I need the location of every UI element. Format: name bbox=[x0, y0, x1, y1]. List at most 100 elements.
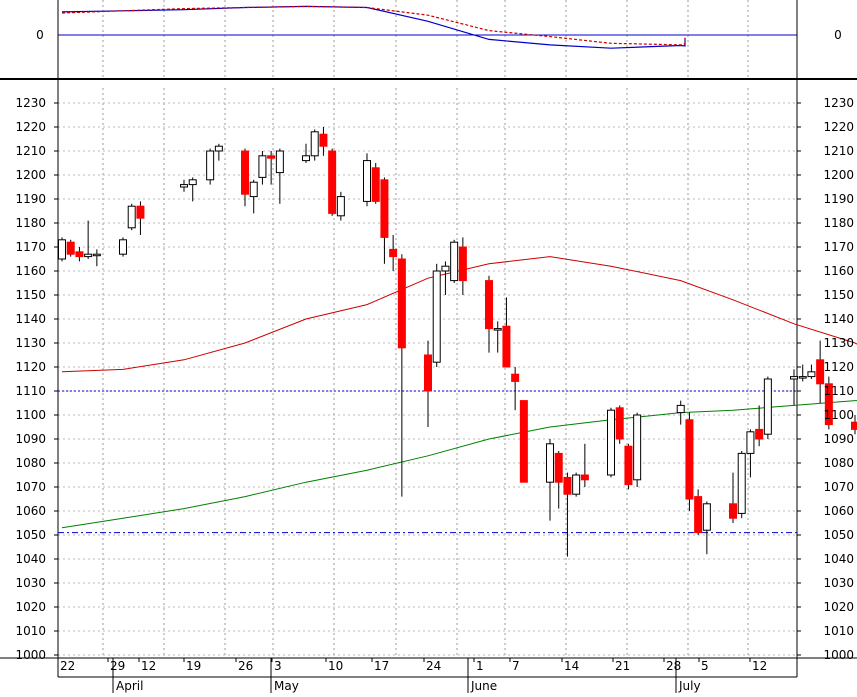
candle bbox=[616, 405, 623, 443]
y-tick-label-left: 1200 bbox=[15, 168, 46, 182]
candle bbox=[337, 192, 344, 221]
candle-body-down bbox=[555, 453, 562, 482]
candle bbox=[581, 444, 588, 487]
y-tick-label-right: 1100 bbox=[823, 408, 854, 422]
candle-body-down bbox=[852, 422, 857, 429]
candle bbox=[137, 201, 144, 235]
candle bbox=[686, 413, 693, 511]
candle-body-up bbox=[764, 379, 771, 434]
candle-body-down bbox=[625, 446, 632, 484]
x-tick-label: 22 bbox=[60, 659, 75, 673]
candle-body-down bbox=[756, 429, 763, 439]
candle bbox=[120, 237, 127, 256]
y-tick-label-right: 1170 bbox=[823, 240, 854, 254]
candle-body-down bbox=[67, 242, 74, 254]
y-tick-label-left: 1170 bbox=[15, 240, 46, 254]
candle-body-up bbox=[120, 240, 127, 254]
candle bbox=[93, 249, 100, 266]
candle-body-up bbox=[442, 266, 449, 271]
candle bbox=[433, 264, 440, 367]
candle-body-up bbox=[494, 329, 501, 331]
y-tick-label-right: 1080 bbox=[823, 456, 854, 470]
candle bbox=[808, 365, 815, 379]
x-tick-label: 3 bbox=[274, 659, 282, 673]
candle-body-down bbox=[320, 134, 327, 146]
candle bbox=[181, 180, 188, 192]
x-tick-label: 24 bbox=[426, 659, 441, 673]
candlesticks bbox=[59, 127, 857, 629]
y-tick-label-right: 1150 bbox=[823, 288, 854, 302]
candle-body-down bbox=[503, 326, 510, 367]
candle bbox=[268, 151, 275, 185]
candle bbox=[425, 341, 432, 427]
y-tick-label-right: 1180 bbox=[823, 216, 854, 230]
y-tick-label-left: 1120 bbox=[15, 360, 46, 374]
candle-body-up bbox=[311, 132, 318, 156]
x-tick-label: 10 bbox=[328, 659, 343, 673]
candle bbox=[398, 254, 405, 496]
candle-body-down bbox=[486, 281, 493, 329]
candle bbox=[608, 408, 615, 478]
x-tick-label: 12 bbox=[752, 659, 767, 673]
candle-body-down bbox=[425, 355, 432, 391]
candle bbox=[311, 129, 318, 160]
y-tick-label-left: 1190 bbox=[15, 192, 46, 206]
candle bbox=[625, 444, 632, 490]
y-tick-label-left: 1040 bbox=[15, 552, 46, 566]
y-tick-label-left: 1150 bbox=[15, 288, 46, 302]
candle-body-up bbox=[215, 146, 222, 151]
candle-body-up bbox=[738, 453, 745, 513]
candle-body-up bbox=[276, 151, 283, 173]
y-tick-label-right: 1070 bbox=[823, 480, 854, 494]
candle bbox=[451, 240, 458, 283]
candle-body-up bbox=[303, 156, 310, 161]
x-tick-label: 7 bbox=[512, 659, 520, 673]
candle-body-up bbox=[259, 156, 266, 178]
y-tick-label-left: 1060 bbox=[15, 504, 46, 518]
candle-body-up bbox=[791, 377, 798, 379]
y-tick-label-right: 1040 bbox=[823, 552, 854, 566]
candle bbox=[364, 153, 371, 206]
month-label: June bbox=[470, 679, 497, 693]
candle-body-down bbox=[398, 259, 405, 348]
y-tick-label-right: 1060 bbox=[823, 504, 854, 518]
candle bbox=[329, 149, 336, 216]
candle-body-down bbox=[381, 180, 388, 238]
candle bbox=[276, 149, 283, 204]
candle-body-down bbox=[581, 475, 588, 480]
oscillator-grid bbox=[58, 0, 797, 79]
osc-series-1 bbox=[62, 6, 685, 45]
candle bbox=[764, 377, 771, 439]
candle bbox=[703, 501, 710, 554]
candle bbox=[207, 149, 214, 185]
candle bbox=[738, 451, 745, 518]
x-tick-label: 1 bbox=[476, 659, 484, 673]
candle-body-up bbox=[207, 151, 214, 180]
candle bbox=[442, 261, 449, 295]
candle-body-down bbox=[686, 420, 693, 499]
candle-body-down bbox=[329, 151, 336, 213]
candle-body-down bbox=[242, 151, 249, 194]
candle bbox=[520, 401, 527, 483]
candle-body-down bbox=[520, 401, 527, 483]
y-tick-label-right: 1090 bbox=[823, 432, 854, 446]
candle-body-down bbox=[268, 156, 275, 158]
y-tick-label-left: 1110 bbox=[15, 384, 46, 398]
y-tick-label-right: 1140 bbox=[823, 312, 854, 326]
candle bbox=[486, 276, 493, 353]
candle-body-down bbox=[616, 408, 623, 439]
y-tick-label-left: 1010 bbox=[15, 624, 46, 638]
candle bbox=[372, 163, 379, 204]
candle bbox=[250, 180, 257, 214]
x-tick-label: 17 bbox=[374, 659, 389, 673]
y-tick-label-right: 1200 bbox=[823, 168, 854, 182]
candle bbox=[85, 221, 92, 259]
x-tick-label: 5 bbox=[701, 659, 709, 673]
candle-body-up bbox=[250, 182, 257, 196]
candle bbox=[512, 367, 519, 410]
y-tick-label-left: 1050 bbox=[15, 528, 46, 542]
candle-body-down bbox=[730, 504, 737, 518]
candle-body-down bbox=[695, 497, 702, 533]
candle bbox=[503, 297, 510, 367]
candle-body-down bbox=[76, 252, 83, 257]
